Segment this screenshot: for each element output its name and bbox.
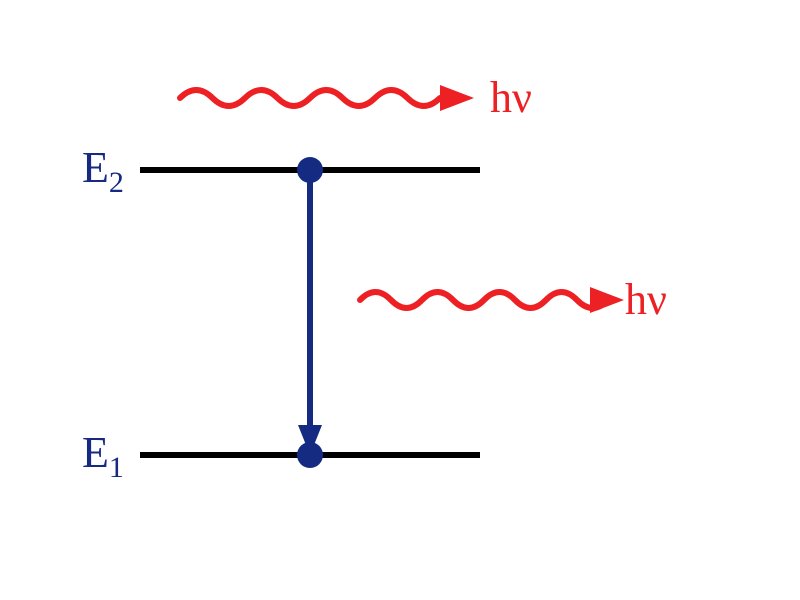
stimulated-emission-diagram: E2 E1 hν hν	[0, 0, 800, 600]
photon-wave-outgoing	[0, 0, 800, 600]
photon-label-outgoing: hν	[625, 274, 667, 325]
